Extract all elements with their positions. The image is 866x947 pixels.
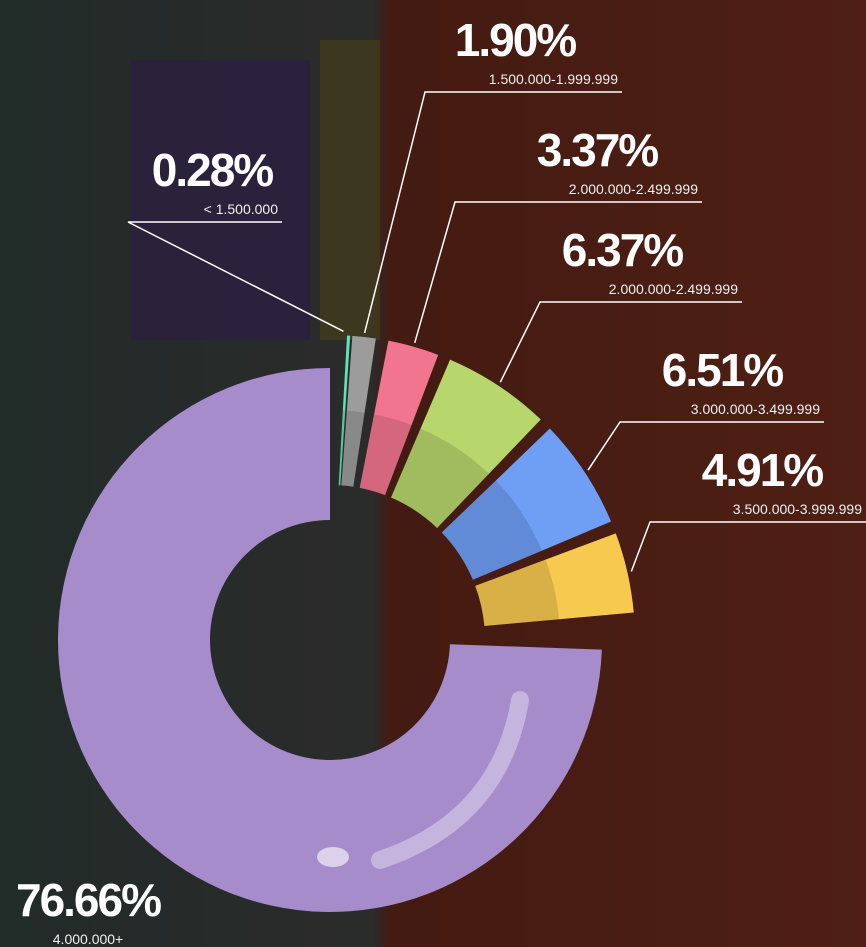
slice-shade [475, 559, 560, 627]
slice-shade [338, 410, 346, 486]
value-label: 76.66% [16, 874, 161, 926]
leader-line [587, 421, 824, 471]
slice-shade [341, 410, 365, 487]
value-label: 3.37% [537, 124, 659, 176]
value-label: 6.51% [662, 344, 784, 396]
slice-shade [441, 480, 542, 580]
value-label: 4.91% [702, 444, 824, 496]
value-label: 6.37% [562, 224, 684, 276]
background-shape [320, 40, 380, 340]
value-label: 1.90% [455, 14, 577, 66]
donut-slice [391, 359, 541, 528]
category-label: < 1.500.000 [204, 201, 279, 217]
donut-slice [441, 428, 612, 580]
donut-slice [58, 368, 602, 912]
value-label: 0.28% [152, 144, 274, 196]
leader-line [363, 91, 622, 334]
category-label: 2.000.000-2.499.999 [569, 181, 698, 197]
category-label: 3.500.000-3.999.999 [733, 501, 862, 517]
donut-slice [341, 335, 376, 487]
highlight [371, 691, 529, 869]
category-label: 4.000.000+ [53, 931, 123, 947]
highlight [317, 847, 349, 867]
leader-line [414, 201, 702, 344]
slice-shade [359, 414, 412, 496]
leader-line [499, 301, 742, 383]
slice-shade [391, 428, 489, 528]
donut-slice [475, 533, 634, 627]
leader-line [127, 221, 344, 332]
leader-line [630, 521, 866, 572]
category-label: 2.000.000-2.499.999 [609, 281, 738, 297]
background-shape [130, 60, 310, 340]
donut-slice [338, 335, 351, 486]
category-label: 1.500.000-1.999.999 [489, 71, 618, 87]
donut-slice [359, 340, 439, 496]
category-label: 3.000.000-3.499.999 [691, 401, 820, 417]
